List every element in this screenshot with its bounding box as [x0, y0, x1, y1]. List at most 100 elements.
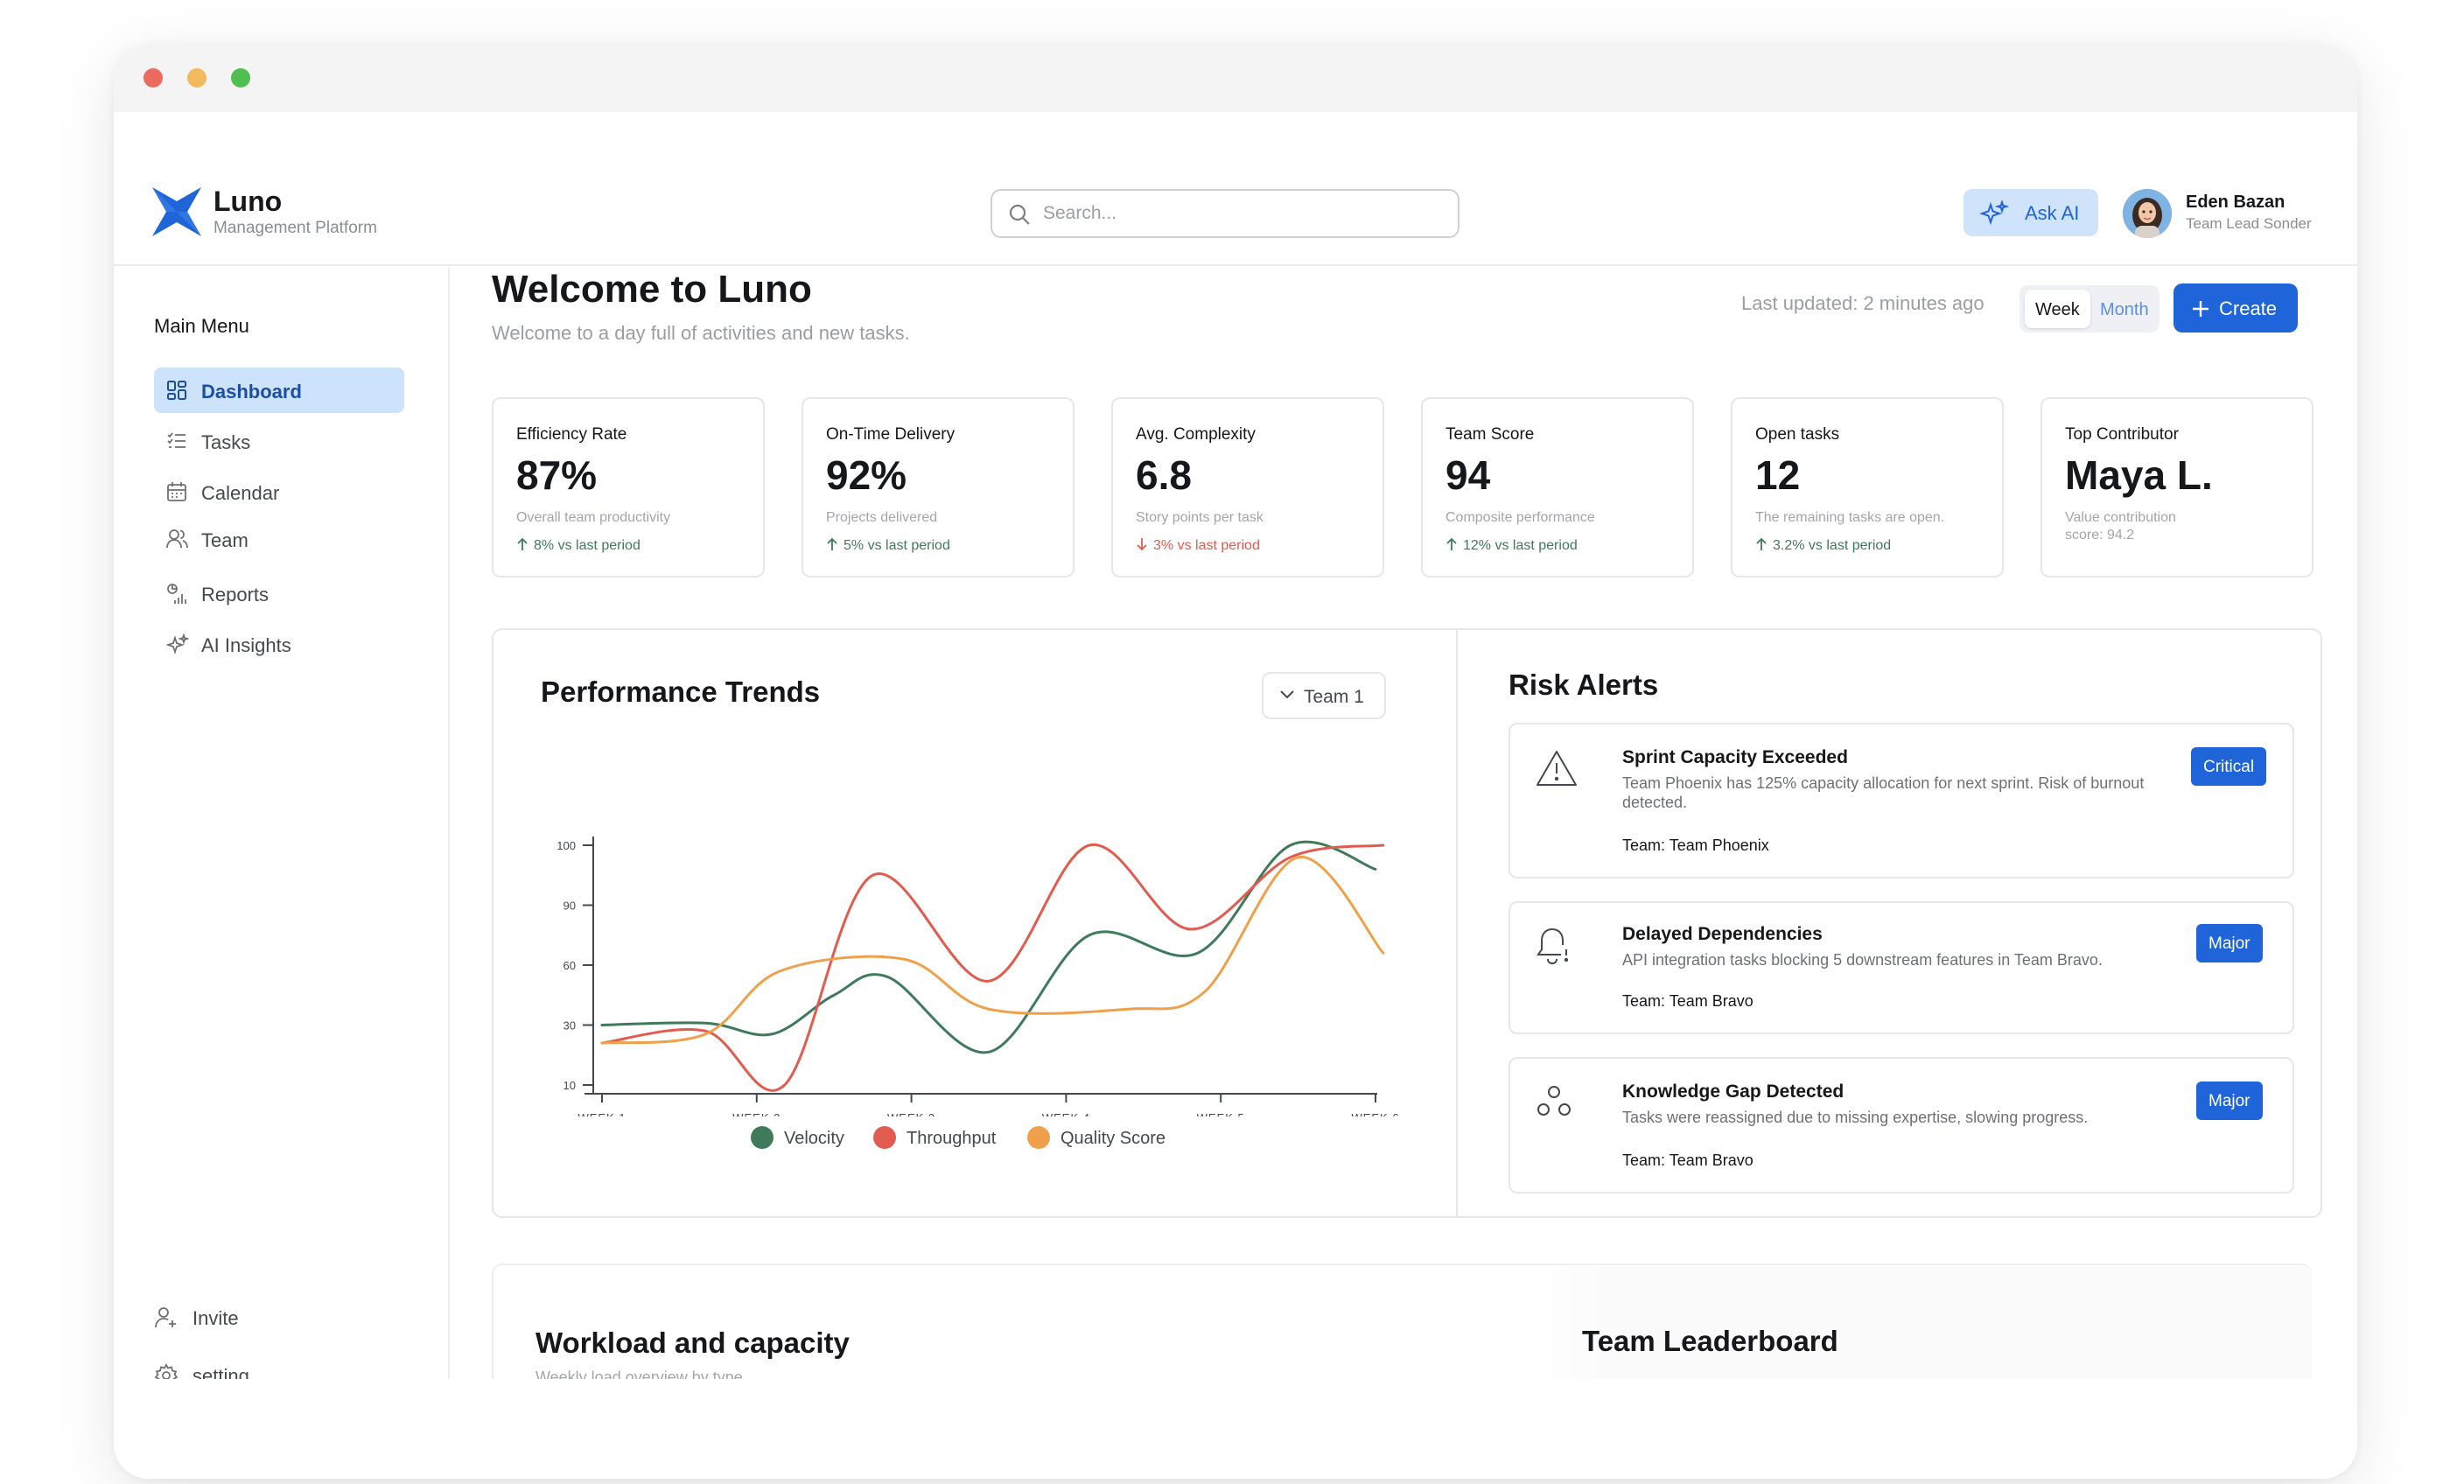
risk-alert-team: Team: Team Phoenix	[1622, 836, 1769, 854]
sidebar-item-label: Dashboard	[201, 381, 302, 402]
user-avatar-icon	[2123, 189, 2172, 238]
page-subtitle: Welcome to a day full of activities and …	[492, 322, 910, 344]
stat-value: 92%	[826, 452, 907, 498]
sidebar-item-calendar[interactable]: Calendar	[154, 469, 404, 514]
sidebar-item-label: Team	[201, 529, 248, 551]
stat-label: On-Time Delivery	[826, 425, 956, 444]
stat-change: 5% vs last period	[826, 537, 950, 554]
severity-badge: Major	[2196, 924, 2263, 962]
risk-alert-title: Knowledge Gap Detected	[1622, 1082, 1844, 1102]
sidebar-item-dashboard[interactable]: Dashboard	[154, 368, 404, 413]
risk-alert-card[interactable]: Delayed Dependencies API integration tas…	[1508, 901, 2294, 1034]
chart-y-tick-label: 60	[564, 959, 576, 972]
stat-desc: Value contribution score: 94.2	[2065, 510, 2176, 542]
create-button[interactable]: Create	[2174, 284, 2298, 332]
brand-name: Luno	[214, 186, 283, 217]
stat-change: 12% vs last period	[1446, 537, 1578, 554]
window-titlebar	[114, 44, 2357, 112]
panel-divider	[1456, 630, 1458, 1216]
toggle-month[interactable]: Month	[2100, 300, 2149, 319]
stat-change: 3% vs last period	[1136, 537, 1260, 554]
series-line-throughput	[600, 844, 1385, 1092]
sparkle-icon	[166, 634, 189, 654]
risk-alert-team: Team: Team Bravo	[1622, 992, 1754, 1010]
stat-label: Team Score	[1446, 425, 1535, 444]
stat-card-on-time: On-Time Delivery 92% Projects delivered …	[802, 397, 1074, 578]
reports-icon	[167, 584, 186, 604]
risk-alert-card[interactable]: Sprint Capacity Exceeded Team Phoenix ha…	[1508, 723, 2294, 878]
stat-desc: Overall team productivity	[516, 510, 671, 525]
stat-desc: Composite performance	[1446, 510, 1595, 525]
risk-alert-desc: Team Phoenix has 125% capacity allocatio…	[1622, 774, 2145, 811]
chart-x-tick-label: WEEK 4	[1042, 1111, 1090, 1116]
chart-y-tick-label: 10	[564, 1079, 576, 1092]
sidebar-item-label: Reports	[201, 584, 270, 606]
risk-alert-desc: API integration tasks blocking 5 downstr…	[1622, 951, 2103, 969]
sidebar-item-reports[interactable]: Reports	[154, 570, 404, 616]
maximize-window-button[interactable]	[231, 68, 250, 88]
user-name: Eden Bazan	[2186, 192, 2286, 212]
series-line-velocity	[600, 840, 1377, 1054]
toggle-week[interactable]: Week	[2025, 290, 2090, 328]
chart-y-tick-label: 100	[556, 839, 576, 852]
risk-alerts-title: Risk Alerts	[1508, 668, 1659, 701]
leaderboard-title: Team Leaderboard	[1582, 1325, 1838, 1357]
close-window-button[interactable]	[144, 68, 163, 88]
sidebar: Main Menu Dashboard Tasks Calendar Team …	[114, 268, 450, 1479]
last-updated-text: Last updated: 2 minutes ago	[1741, 292, 1984, 314]
sparkle-icon	[1979, 200, 2009, 226]
search-icon	[1009, 204, 1030, 225]
plus-icon	[2193, 301, 2208, 317]
window-bottom-edge	[114, 1379, 2357, 1479]
ask-ai-label: Ask AI	[2025, 202, 2080, 224]
arrow-up-icon	[517, 537, 528, 550]
avatar[interactable]	[2123, 189, 2172, 238]
stat-value: 87%	[516, 452, 598, 498]
calendar-icon	[167, 482, 186, 501]
arrow-up-icon	[1446, 537, 1457, 550]
team-select-value: Team 1	[1304, 687, 1364, 707]
warning-icon	[1536, 751, 1577, 786]
severity-badge: Critical	[2191, 747, 2267, 786]
stat-card-complexity: Avg. Complexity 6.8 Story points per tas…	[1111, 397, 1384, 578]
stat-desc: Projects delivered	[826, 510, 938, 525]
add-user-icon	[155, 1307, 176, 1328]
brand-subtitle: Management Platform	[214, 219, 377, 237]
sidebar-item-tasks[interactable]: Tasks	[154, 418, 404, 464]
invite-label: Invite	[192, 1307, 239, 1329]
stat-value: 94	[1446, 452, 1491, 498]
sidebar-item-label: Tasks	[201, 431, 251, 453]
stat-card-efficiency: Efficiency Rate 87% Overall team product…	[492, 397, 765, 578]
chart-y-tick-label: 90	[564, 900, 576, 913]
stat-desc: Story points per task	[1136, 510, 1264, 525]
stat-label: Efficiency Rate	[516, 425, 627, 444]
performance-title: Performance Trends	[541, 676, 821, 708]
luno-logo-icon	[152, 187, 201, 236]
sidebar-item-label: Calendar	[201, 482, 280, 504]
minimize-window-button[interactable]	[187, 68, 206, 88]
risk-alert-title: Delayed Dependencies	[1622, 924, 1823, 944]
arrow-down-icon	[1137, 538, 1147, 551]
app-window: Luno Management Platform Ask AI Eden Baz…	[114, 44, 2357, 1479]
search-box[interactable]	[990, 189, 1460, 238]
period-toggle[interactable]: Week Month	[2020, 285, 2160, 332]
stat-change: 3.2% vs last period	[1755, 537, 1891, 554]
series-line-quality-score	[600, 856, 1385, 1045]
team-select-dropdown[interactable]: Team 1	[1262, 672, 1386, 719]
stat-change: 8% vs last period	[516, 537, 640, 554]
sidebar-item-team[interactable]: Team	[154, 516, 404, 562]
sidebar-item-ai-insights[interactable]: AI Insights	[154, 621, 404, 667]
risk-alert-desc: Tasks were reassigned due to missing exp…	[1622, 1109, 2089, 1126]
risk-alert-card[interactable]: Knowledge Gap Detected Tasks were reassi…	[1508, 1057, 2294, 1194]
page-title: Welcome to Luno	[492, 268, 812, 311]
severity-badge: Major	[2196, 1082, 2263, 1120]
risk-alert-title: Sprint Capacity Exceeded	[1622, 747, 1848, 767]
leaderboard-header-bg	[1526, 1267, 2312, 1390]
tasks-icon	[167, 432, 186, 448]
stat-card-top-contributor: Top Contributor Maya L. Value contributi…	[2040, 397, 2314, 578]
bell-alert-icon	[1536, 928, 1569, 965]
search-input[interactable]	[1043, 198, 1437, 229]
ask-ai-button[interactable]: Ask AI	[1964, 189, 2098, 236]
create-label: Create	[2219, 298, 2278, 319]
chart-x-tick-label: WEEK 2	[732, 1111, 780, 1116]
